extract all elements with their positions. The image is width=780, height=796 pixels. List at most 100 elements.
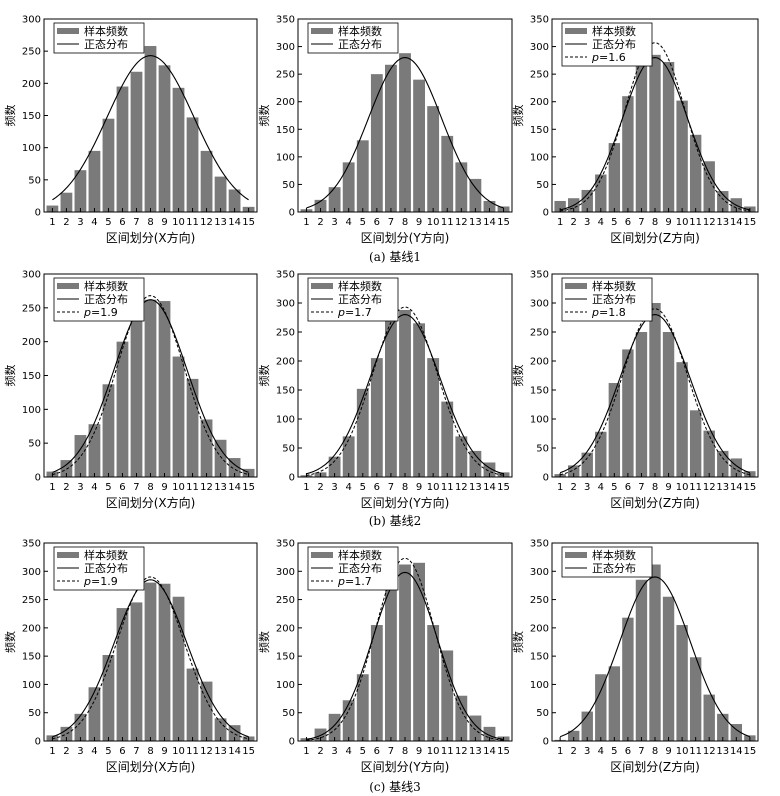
x-tick-label: 3 <box>584 217 590 228</box>
x-tick-label: 14 <box>730 217 743 228</box>
legend-normal-label: 正态分布 <box>84 562 128 575</box>
y-tick-label: 300 <box>530 42 549 53</box>
p-distribution-curve <box>306 557 504 741</box>
x-tick-label: 4 <box>345 217 351 228</box>
bar-10 <box>427 358 440 477</box>
bar-5 <box>356 674 369 741</box>
x-tick-label: 7 <box>133 482 139 493</box>
normal-distribution-curve <box>52 579 249 738</box>
x-tick-label: 13 <box>716 217 729 228</box>
x-tick-label: 1 <box>303 746 309 757</box>
y-tick-label: 100 <box>22 680 41 691</box>
y-tick-label: 150 <box>530 652 549 663</box>
bar-4 <box>88 150 101 212</box>
x-tick-label: 4 <box>345 482 351 493</box>
normal-distribution-curve <box>559 314 751 474</box>
bar-6 <box>116 608 129 741</box>
y-tick-label: 200 <box>530 623 549 634</box>
x-tick-label: 4 <box>91 217 97 228</box>
bar-8 <box>399 53 411 213</box>
x-tick-label: 4 <box>345 746 351 757</box>
y-tick-label: 50 <box>536 444 549 455</box>
bar-5 <box>608 383 621 477</box>
bar-13 <box>469 450 482 477</box>
x-axis-label: 区间划分(X方向) <box>106 495 196 510</box>
bar-8 <box>649 54 661 212</box>
x-tick-label: 15 <box>497 482 510 493</box>
legend-normal-label: 正态分布 <box>338 38 382 51</box>
x-tick-label: 11 <box>186 217 199 228</box>
y-tick-label: 350 <box>530 270 549 281</box>
y-tick-label: 350 <box>530 539 549 550</box>
y-axis-label: 频数 <box>257 365 271 387</box>
legend-hist-swatch <box>57 552 79 558</box>
y-tick-label: 200 <box>276 623 295 634</box>
bar-14 <box>228 189 241 212</box>
x-tick-label: 9 <box>665 217 671 228</box>
y-axis-label: 频数 <box>257 105 271 127</box>
bar-12 <box>200 419 213 477</box>
legend-p-label: p=1.7 <box>337 306 372 319</box>
y-tick-label: 250 <box>276 70 295 81</box>
x-tick-label: 1 <box>303 482 309 493</box>
normal-distribution-curve <box>306 314 504 475</box>
y-tick-label: 300 <box>22 15 41 26</box>
x-tick-label: 13 <box>469 482 482 493</box>
x-tick-label: 15 <box>242 217 255 228</box>
y-tick-label: 50 <box>536 180 549 191</box>
x-tick-label: 13 <box>716 482 729 493</box>
x-tick-label: 12 <box>703 482 716 493</box>
x-tick-label: 2 <box>317 217 323 228</box>
y-tick-label: 150 <box>276 386 295 397</box>
x-tick-label: 6 <box>119 746 125 757</box>
normal-distribution-curve <box>52 55 249 201</box>
bar-3 <box>581 711 593 741</box>
bar-13 <box>717 713 729 741</box>
x-tick-label: 5 <box>611 217 617 228</box>
bar-10 <box>676 362 688 477</box>
x-tick-label: 11 <box>689 482 702 493</box>
bar-7 <box>130 299 143 477</box>
x-tick-label: 11 <box>441 746 454 757</box>
bar-10 <box>172 596 185 741</box>
y-tick-label: 100 <box>276 415 295 426</box>
x-tick-label: 9 <box>416 482 422 493</box>
bar-13 <box>214 176 227 212</box>
bar-2 <box>567 465 580 477</box>
legend-normal-label: 正态分布 <box>592 38 636 51</box>
bar-4 <box>342 700 355 741</box>
normal-distribution-curve <box>560 57 750 211</box>
bar-9 <box>158 301 171 477</box>
x-axis-label: 区间划分(X方向) <box>106 759 196 774</box>
bar-13 <box>214 439 227 477</box>
x-tick-label: 4 <box>91 746 97 757</box>
y-tick-label: 350 <box>276 270 295 281</box>
y-tick-label: 0 <box>543 737 549 748</box>
y-tick-label: 300 <box>276 567 295 578</box>
y-tick-label: 200 <box>276 97 295 108</box>
bar-7 <box>130 71 143 213</box>
bar-14 <box>483 462 496 477</box>
x-tick-label: 11 <box>186 482 199 493</box>
x-tick-label: 10 <box>676 217 689 228</box>
y-tick-label: 250 <box>530 595 549 606</box>
y-tick-label: 250 <box>22 595 41 606</box>
y-tick-label: 100 <box>530 680 549 691</box>
bar-6 <box>370 74 383 213</box>
legend-hist-swatch <box>57 283 79 289</box>
y-tick-label: 0 <box>35 208 41 219</box>
bar-14 <box>483 200 496 212</box>
x-tick-label: 5 <box>105 217 111 228</box>
x-tick-label: 1 <box>49 217 55 228</box>
legend-normal-label: 正态分布 <box>338 562 382 575</box>
y-tick-label: 300 <box>22 270 41 281</box>
x-tick-label: 14 <box>730 746 743 757</box>
legend-hist-swatch <box>565 28 587 34</box>
bar-5 <box>356 388 369 477</box>
legend-p-label: p=1.7 <box>337 575 372 588</box>
x-axis-label: 区间划分(X方向) <box>106 230 196 245</box>
x-tick-label: 14 <box>228 482 241 493</box>
